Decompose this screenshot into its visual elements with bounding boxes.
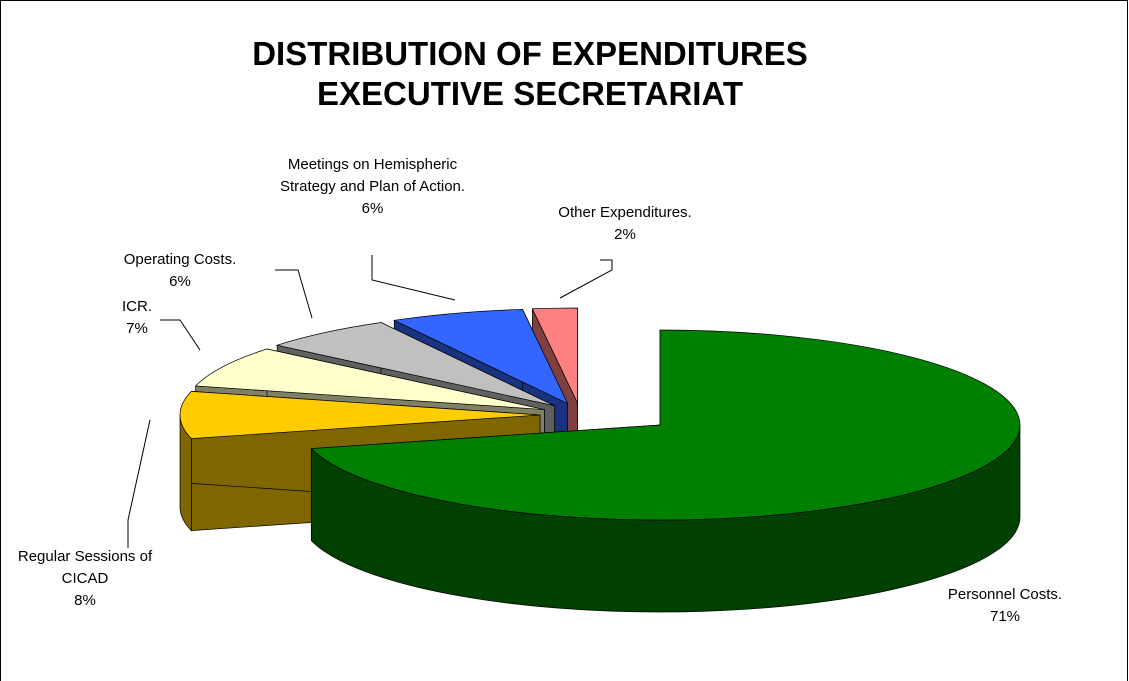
label-value: 6%: [361, 200, 384, 217]
label-name: Other Expenditures.: [558, 204, 692, 221]
label-value: 8%: [74, 592, 96, 609]
label-name: Operating Costs.: [123, 251, 237, 268]
slice: [310, 329, 1021, 521]
label-value: 7%: [126, 320, 148, 337]
leader-lines: [127, 255, 613, 548]
slice: [531, 307, 578, 404]
slice-label: Operating Costs. 6%: [95, 249, 265, 293]
chart-title: DISTRIBUTION OF EXPENDITURES: [252, 35, 808, 72]
label-value: 6%: [169, 273, 191, 290]
leader-line: [371, 255, 456, 301]
label-name: Meetings on Hemispheric Strategy and Pla…: [279, 156, 466, 195]
slice-label: Personnel Costs. 71%: [925, 584, 1085, 628]
label-value: 2%: [614, 226, 636, 243]
label-name: Personnel Costs.: [947, 586, 1063, 603]
label-name: Regular Sessions of CICAD: [17, 548, 153, 587]
slice: [194, 348, 545, 410]
slice-label: ICR. 7%: [97, 296, 177, 340]
slice: [393, 308, 569, 405]
slice: [179, 391, 541, 439]
leader-line: [160, 319, 201, 351]
slice-label: Other Expenditures. 2%: [535, 202, 715, 246]
pie: [179, 307, 1021, 613]
chart-title: EXECUTIVE SECRETARIAT: [317, 75, 743, 112]
leader-line: [127, 419, 151, 548]
leader-line: [559, 259, 613, 299]
label-name: ICR.: [122, 298, 152, 315]
slice-label: Regular Sessions of CICAD 8%: [10, 546, 160, 612]
slice-label: Meetings on Hemispheric Strategy and Pla…: [265, 154, 480, 220]
leader-line: [275, 269, 313, 319]
label-value: 71%: [989, 608, 1021, 625]
slice: [275, 322, 555, 407]
